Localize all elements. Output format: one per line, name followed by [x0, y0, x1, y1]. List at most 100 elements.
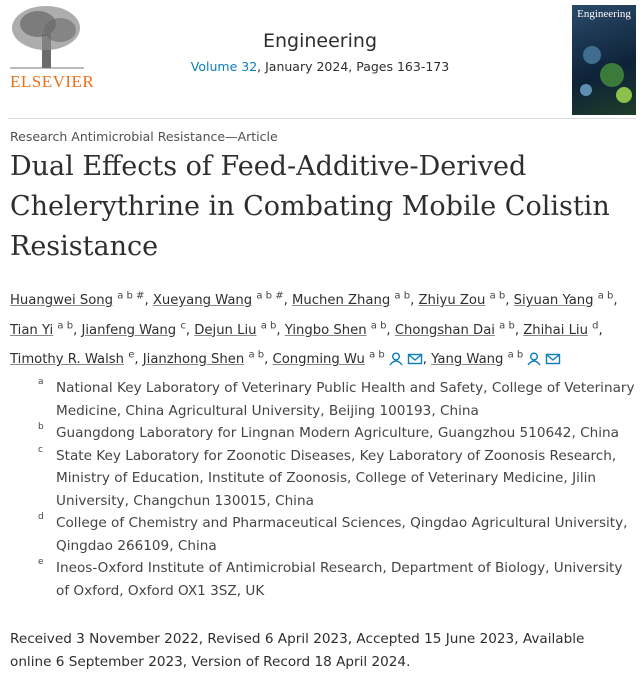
logo-trunk — [42, 34, 51, 68]
article-type: Research Antimicrobial Resistance—Articl… — [10, 129, 278, 144]
author-name[interactable]: Timothy R. Walsh — [10, 352, 124, 368]
author: Yingbo Shen a b, — [284, 320, 391, 338]
publisher-name: ELSEVIER — [10, 72, 95, 91]
affiliation-letter: a — [38, 377, 44, 387]
author-affiliation-marks: a b — [394, 291, 411, 302]
author-separator: , — [283, 293, 288, 309]
author-name[interactable]: Zhiyu Zou — [418, 293, 486, 309]
author-affiliation-marks: a b — [57, 320, 74, 332]
author-name[interactable]: Huangwei Song — [10, 293, 114, 309]
affiliation-list: a National Key Laboratory of Veterinary P… — [36, 377, 636, 602]
affiliation: d College of Chemistry and Pharmaceutical… — [36, 512, 636, 557]
divider — [8, 118, 636, 119]
affiliation: b Guangdong Laboratory for Lingnan Modern… — [36, 422, 636, 445]
author-affiliation-marks: a b — [260, 320, 277, 332]
author-name[interactable]: Congming Wu — [272, 352, 365, 368]
icon-part — [546, 354, 561, 362]
cover-shape — [583, 46, 601, 64]
cover-shape — [600, 63, 624, 87]
author: Zhihai Liu d, — [523, 320, 603, 338]
author-name[interactable]: Yingbo Shen — [284, 322, 367, 338]
author-separator: , — [613, 293, 618, 309]
email-icon[interactable] — [407, 352, 423, 366]
volume-link[interactable]: Volume 32 — [190, 59, 258, 74]
cover-shape — [616, 87, 632, 103]
cover-shape — [580, 84, 592, 96]
author-separator: , — [134, 352, 139, 368]
author: Jianzhong Shen a b, — [142, 350, 269, 368]
author: Dejun Liu a b, — [194, 320, 280, 338]
author: Zhiyu Zou a b, — [418, 291, 509, 309]
author-separator: , — [144, 293, 149, 309]
icon-part — [527, 360, 541, 366]
affiliation-text: National Key Laboratory of Veterinary Pu… — [56, 380, 635, 419]
person-icon[interactable] — [388, 352, 404, 366]
author-name[interactable]: Jianzhong Shen — [142, 352, 245, 368]
author-affiliation-marks: e — [128, 349, 135, 361]
email-icon[interactable] — [545, 352, 561, 366]
icon-part — [389, 360, 403, 366]
author-affiliation-marks: a b — [597, 291, 614, 302]
author-list: Huangwei Song a b #, Xueyang Wang a b #,… — [10, 284, 632, 372]
author-affiliation-marks: c — [180, 320, 186, 332]
author-name[interactable]: Dejun Liu — [194, 322, 257, 338]
author-name[interactable]: Muchen Zhang — [292, 293, 391, 309]
icon-part — [391, 352, 400, 361]
author-name[interactable]: Jianfeng Wang — [81, 322, 177, 338]
author-name[interactable]: Tian Yi — [10, 322, 54, 338]
journal-title[interactable]: Engineering — [263, 30, 377, 52]
author: Congming Wu a b, — [272, 349, 427, 368]
author-separator: , — [514, 322, 520, 338]
volume-line: Volume 32, January 2024, Pages 163-173 — [120, 59, 520, 74]
author-separator: , — [422, 352, 427, 368]
affiliation-letter: d — [38, 512, 44, 522]
author-name[interactable]: Xueyang Wang — [152, 293, 253, 309]
author-affiliation-marks: a b # — [117, 291, 145, 302]
author: Muchen Zhang a b, — [292, 291, 415, 309]
cover-art — [580, 46, 632, 103]
author-affiliation-marks: a b — [489, 291, 506, 302]
author-separator: , — [598, 322, 603, 338]
person-icon[interactable] — [526, 352, 542, 366]
author-affiliation-marks: d — [592, 320, 599, 332]
author-affiliation-marks: a b — [369, 349, 385, 361]
author: Siyuan Yang a b, — [513, 291, 618, 309]
affiliation-letter: b — [38, 422, 44, 432]
icon-part — [407, 354, 422, 362]
author-affiliation-marks: a b — [370, 320, 387, 332]
author: Chongshan Dai a b, — [394, 320, 520, 338]
author-affiliation-marks: a b — [507, 349, 524, 361]
icon-part — [546, 353, 561, 365]
affiliation-text: Guangdong Laboratory for Lingnan Modern … — [56, 425, 619, 441]
author: Timothy R. Walsh e, — [10, 349, 139, 368]
publisher-logo — [10, 6, 84, 69]
journal-cover[interactable]: Engineering — [572, 5, 636, 115]
author-separator: , — [410, 293, 415, 309]
author: Huangwei Song a b #, — [10, 291, 149, 309]
author-name[interactable]: Siyuan Yang — [513, 293, 594, 309]
author-name[interactable]: Yang Wang — [431, 352, 504, 368]
affiliation-text: State Key Laboratory for Zoonotic Diseas… — [56, 447, 617, 509]
article-history: Received 3 November 2022, Revised 6 Apri… — [10, 631, 585, 670]
author: Tian Yi a b, — [10, 320, 78, 338]
cover-title: Engineering — [577, 8, 631, 20]
article-title: Dual Effects of Feed-Additive-Derived Ch… — [10, 151, 610, 262]
author: Xueyang Wang a b #, — [152, 291, 288, 309]
icon-part — [530, 352, 539, 361]
affiliation: a National Key Laboratory of Veterinary P… — [36, 377, 636, 422]
author-separator: , — [264, 352, 269, 368]
issue-info: , January 2024, Pages 163-173 — [257, 59, 450, 74]
logo-canopy — [44, 18, 76, 42]
author-affiliation-marks: a b — [499, 320, 515, 332]
affiliation-text: Ineos-Oxford Institute of Antimicrobial … — [56, 560, 623, 599]
author-separator: , — [386, 322, 391, 338]
author-affiliation-marks: a b # — [256, 291, 284, 302]
affiliation: c State Key Laboratory for Zoonotic Disea… — [36, 445, 636, 513]
author-separator: , — [73, 322, 78, 338]
author: Jianfeng Wang c, — [81, 320, 190, 338]
author-name[interactable]: Zhihai Liu — [523, 322, 588, 338]
author-name[interactable]: Chongshan Dai — [394, 322, 495, 338]
icon-part — [407, 353, 422, 365]
